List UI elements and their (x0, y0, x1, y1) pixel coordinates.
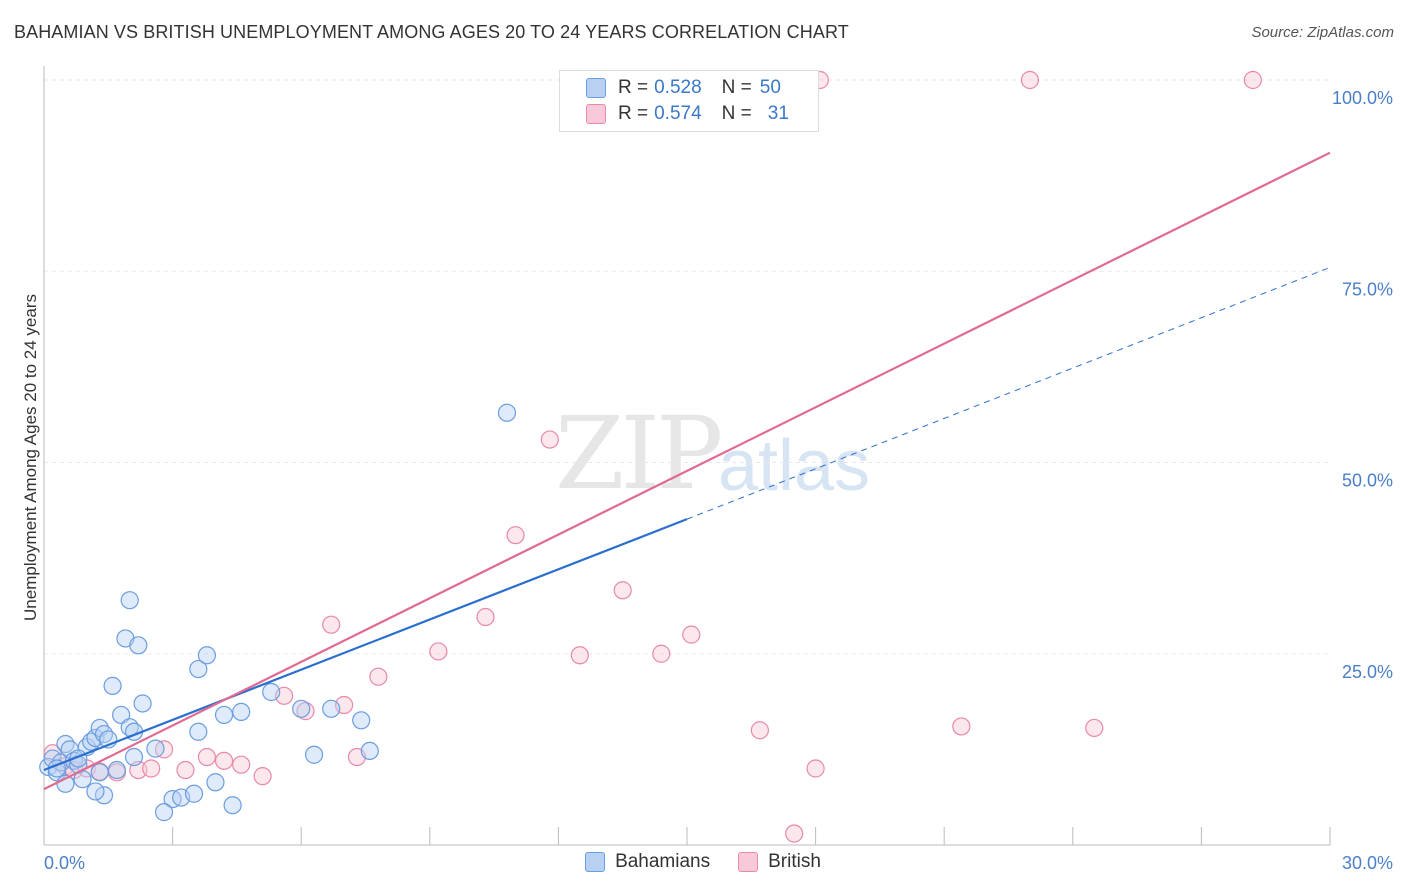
british-point (322, 615, 341, 634)
legend-r-value: 0.528 (654, 77, 702, 98)
british-point (253, 767, 272, 786)
british-point (476, 607, 495, 627)
british-legend-swatch (738, 852, 759, 872)
british-point (682, 625, 701, 644)
bahamians-point (206, 773, 225, 792)
legend-r-label: R = (618, 103, 649, 124)
bahamians-point (129, 636, 148, 655)
british-swatch (586, 104, 606, 124)
legend-r-value: 0.574 (654, 103, 702, 124)
watermark-zip: ZIP (555, 395, 723, 512)
x-tick-label: 0.0% (44, 853, 85, 873)
legend-row-british: R = 0.574 N = 31 (586, 102, 789, 126)
british-point (750, 721, 769, 740)
british-point (1020, 70, 1040, 90)
bahamians-point (497, 403, 517, 422)
bahamians-swatch (586, 78, 606, 98)
legend-n-value: 31 (767, 103, 789, 124)
british-point (369, 667, 388, 686)
legend-item-bahamians[interactable]: Bahamians (585, 851, 710, 873)
british-point (570, 646, 589, 665)
legend-n-value: 50 (759, 77, 781, 98)
british-trendline (43, 151, 1331, 791)
bahamians-point (322, 699, 341, 718)
y-axis-label: Unemployment Among Ages 20 to 24 years (21, 294, 40, 621)
legend-n-label: N = (721, 77, 752, 98)
british-point (1085, 718, 1104, 738)
y-tick-label: 100.0% (1332, 88, 1393, 108)
stats-legend: R = 0.528 N = 50 R = 0.574 N = 31 (559, 70, 819, 132)
x-tick-label: 30.0% (1342, 853, 1393, 873)
bahamians-point (292, 699, 311, 718)
bahamians-point (189, 722, 208, 741)
bahamians-point (184, 784, 204, 803)
legend-item-british[interactable]: British (738, 851, 821, 873)
british-point (540, 430, 559, 449)
bahamians-point (197, 646, 216, 665)
y-tick-label: 25.0% (1342, 662, 1393, 682)
bahamians-point (94, 786, 114, 805)
bahamians-legend-swatch (585, 852, 606, 872)
y-tick-label: 75.0% (1342, 279, 1393, 299)
bahamians-point (146, 739, 165, 758)
british-point (232, 755, 251, 774)
bahamians-point (223, 796, 242, 815)
bahamians-legend-label: Bahamians (615, 851, 711, 872)
y-tick-label: 50.0% (1342, 471, 1393, 491)
bahamians-point (107, 760, 126, 780)
bahamians-point (262, 682, 281, 702)
bahamians-point (189, 659, 208, 679)
british-legend-label: British (768, 851, 821, 872)
british-point (785, 824, 804, 843)
bahamians-trendline (43, 518, 688, 772)
legend-r-label: R = (618, 77, 649, 98)
british-point (142, 759, 161, 778)
british-point (1243, 70, 1262, 90)
bahamians-point (304, 745, 324, 764)
bahamians-point (133, 694, 152, 713)
bahamians-point (360, 741, 379, 761)
british-point (952, 717, 971, 736)
bahamians-point (232, 702, 251, 721)
british-point (506, 526, 525, 545)
series-legend: Bahamians British (0, 851, 1406, 873)
legend-row-bahamians: R = 0.528 N = 50 (586, 76, 781, 100)
bahamians-point (352, 711, 371, 730)
british-point (197, 747, 216, 767)
bahamians-trendline-extension (686, 266, 1331, 520)
watermark-atlas: atlas (718, 426, 871, 506)
bahamians-point (124, 747, 144, 767)
british-point (214, 751, 234, 770)
bahamians-point (103, 676, 122, 695)
british-point (176, 760, 195, 780)
bahamians-point (120, 591, 139, 610)
chart-title: BAHAMIAN VS BRITISH UNEMPLOYMENT AMONG A… (14, 22, 849, 42)
bahamians-point (86, 782, 105, 801)
legend-n-label: N = (721, 103, 752, 124)
bahamians-point (90, 763, 109, 782)
bahamians-point (154, 803, 174, 822)
british-point (806, 759, 825, 778)
british-point (429, 642, 448, 661)
source-label: Source: ZipAtlas.com (1251, 24, 1394, 41)
bahamians-point (214, 705, 234, 725)
british-point (613, 581, 632, 600)
british-point (652, 644, 671, 663)
